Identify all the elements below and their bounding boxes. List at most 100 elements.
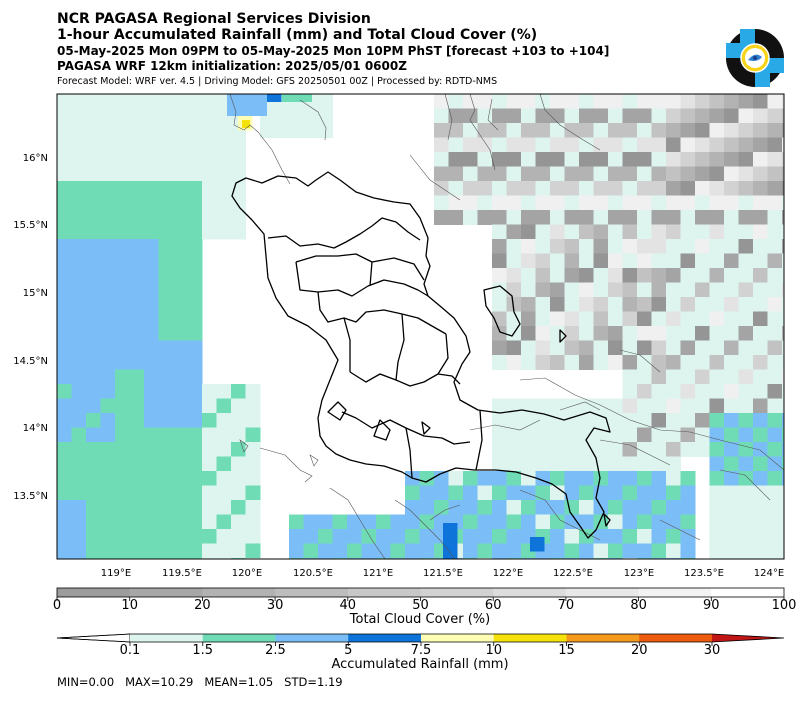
grid-cell [144,442,159,457]
grid-cell [782,514,784,530]
grid-cell [71,456,87,472]
grid-cell [86,398,101,414]
grid-cell [724,427,739,443]
grid-cell [158,369,174,385]
grid-cell [680,369,696,385]
grid-cell [666,268,681,283]
grid-cell [709,500,725,515]
grid-cell [492,239,507,254]
grid-cell [144,152,159,167]
grid-cell [666,456,681,472]
grid-cell [492,166,507,182]
grid-cell [506,282,522,298]
grid-cell [463,152,478,167]
grid-cell [129,123,145,138]
grid-cell [434,94,449,109]
grid-cell [709,224,725,240]
grid-cell [158,311,174,327]
grid-cell [187,253,203,269]
grid-cell [245,500,261,515]
grid-cell [86,166,101,182]
grid-cell [100,239,116,254]
grid-cell [666,181,681,196]
grid-cell [622,253,638,269]
grid-cell [622,137,638,153]
grid-cell [579,500,594,515]
grid-cell [57,471,72,486]
grid-cell [782,137,784,153]
grid-cell [57,210,72,225]
rainfall-swatch [202,634,276,642]
grid-cell [158,340,174,356]
rainfall-swatch [421,634,495,642]
grid-cell [608,543,623,559]
grid-cell [506,340,522,356]
grid-cell [550,427,565,443]
grid-cell [608,152,623,167]
grid-cell [158,181,174,196]
grid-cell [100,355,116,370]
grid-cell [129,543,145,559]
grid-cell [709,108,725,124]
grid-cell [550,166,565,182]
grid-cell [361,543,377,559]
grid-cell [564,529,580,544]
grid-cell [173,326,188,341]
cloud-tick-label: 100 [772,598,797,613]
grid-cell [274,123,290,138]
grid-cell [782,210,784,225]
grid-cell [767,427,783,443]
grid-cell [680,297,696,312]
grid-cell [724,485,739,501]
grid-cell [550,471,565,486]
grid-cell [216,485,232,501]
grid-cell [419,500,435,515]
grid-cell [622,210,638,225]
grid-cell [724,326,739,341]
grid-cell [57,543,72,559]
cloud-cover-swatch [202,588,276,597]
grid-cell [782,297,784,312]
grid-cell [666,485,681,501]
grid-cell [506,268,522,283]
grid-cell [521,398,536,414]
grid-cell [202,94,217,109]
grid-cell [753,355,768,370]
grid-cell [521,253,536,269]
grid-cell [216,384,232,399]
grid-cell [637,500,652,515]
grid-cell [158,210,174,225]
grid-cell [405,514,420,530]
grid-cell [521,558,536,559]
grid-cell [782,239,784,254]
rainfall-colorbar: 0.1 1.5 2.5 5 7.5 10 15 20 30 Accumulated Rainfa… [56,633,785,672]
grid-cell [129,94,145,109]
grid-cell [608,108,623,124]
grid-cell [695,123,710,138]
grid-cell [738,355,754,370]
grid-cell [782,326,784,341]
grid-cell [753,181,768,196]
grid-cell [521,94,536,109]
grid-cell [535,311,551,327]
grid-cell [753,268,768,283]
grid-cell [666,253,681,269]
grid-cell [637,543,652,559]
grid-cell [405,500,420,515]
grid-cell [782,471,784,486]
grid-cell [245,471,261,486]
grid-cell [782,152,784,167]
grid-cell [187,239,203,254]
grid-cell [506,442,522,457]
grid-cell [173,369,188,385]
grid-cell [144,108,159,124]
grid-cell [767,413,783,428]
grid-cell [535,340,551,356]
grid-cell [550,253,565,269]
grid-cell [463,558,478,559]
grid-cell [492,253,507,269]
grid-cell [100,340,116,356]
grid-cell [695,297,710,312]
grid-cell [695,311,710,327]
grid-cell [593,413,609,428]
